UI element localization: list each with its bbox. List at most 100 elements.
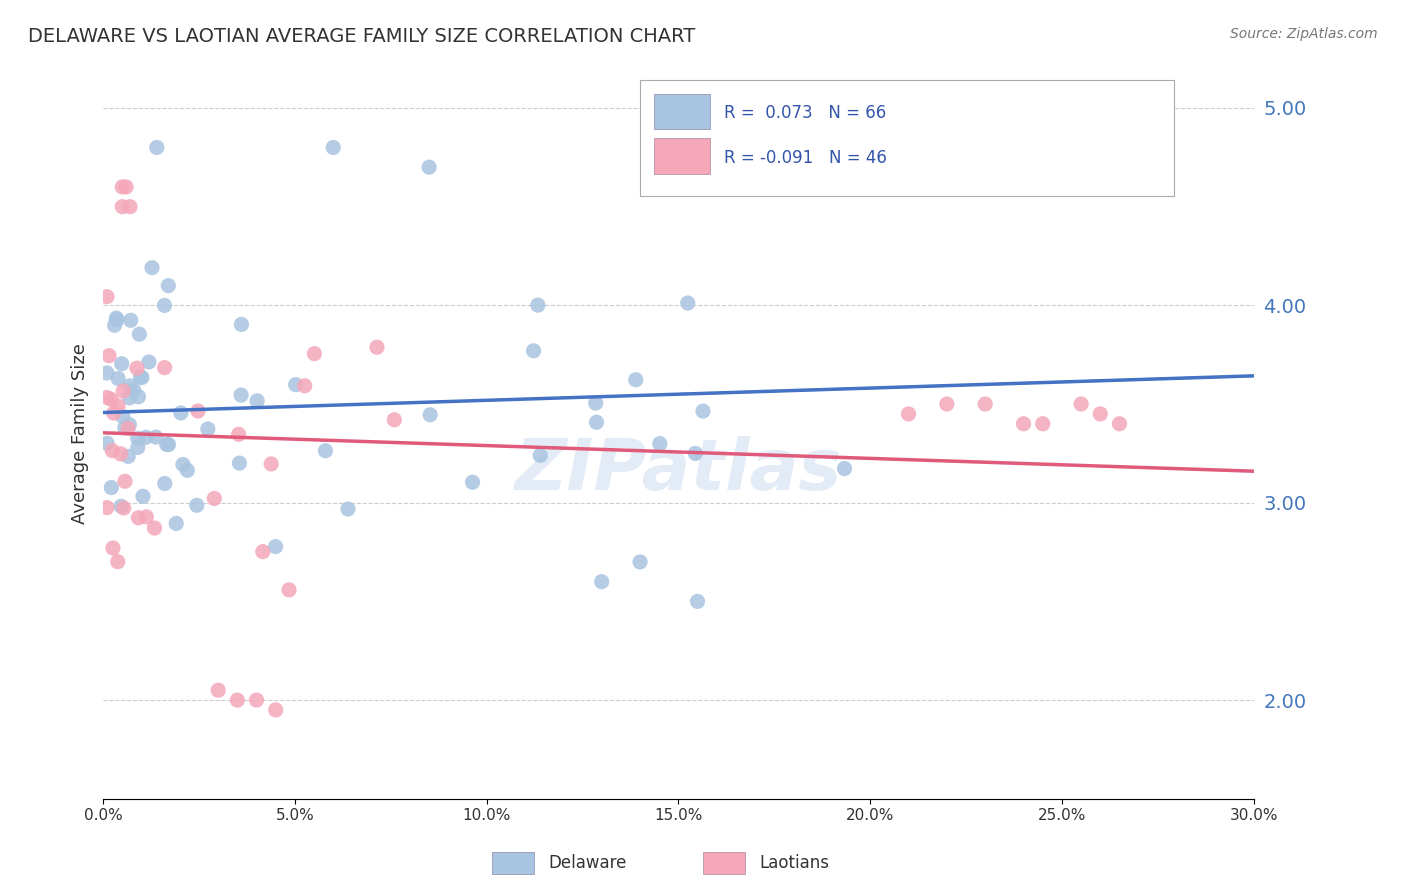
Point — [314, 443, 336, 458]
Point — [165, 516, 187, 531]
Point — [461, 475, 484, 490]
Point — [110, 447, 132, 461]
Point — [1090, 407, 1112, 421]
Point — [686, 594, 709, 608]
Point — [127, 432, 149, 446]
Point — [111, 180, 134, 194]
Point — [628, 555, 651, 569]
Point — [231, 318, 253, 332]
Point — [138, 355, 160, 369]
Point — [125, 361, 148, 376]
Point — [127, 390, 149, 404]
Point — [128, 327, 150, 342]
Point — [120, 313, 142, 327]
Point — [101, 443, 124, 458]
Point — [153, 298, 176, 312]
Point — [304, 346, 326, 360]
Point — [207, 683, 229, 698]
Point — [527, 298, 550, 312]
Point — [229, 388, 252, 402]
Point — [129, 370, 152, 384]
Point — [522, 343, 544, 358]
Point — [585, 396, 607, 410]
Point — [172, 458, 194, 472]
Point — [101, 541, 124, 555]
Point — [366, 340, 388, 354]
Point — [897, 407, 920, 421]
Point — [96, 391, 118, 405]
Point — [135, 509, 157, 524]
Point — [685, 446, 707, 460]
Point — [112, 384, 135, 398]
Point — [1070, 397, 1092, 411]
Point — [252, 544, 274, 558]
Point — [103, 406, 125, 420]
Point — [143, 521, 166, 535]
Point — [110, 500, 132, 514]
Text: DELAWARE VS LAOTIAN AVERAGE FAMILY SIZE CORRELATION CHART: DELAWARE VS LAOTIAN AVERAGE FAMILY SIZE … — [28, 27, 696, 45]
Point — [118, 417, 141, 432]
Point — [591, 574, 613, 589]
Point — [278, 582, 301, 597]
Text: ZIPatlas: ZIPatlas — [515, 435, 842, 505]
Y-axis label: Average Family Size: Average Family Size — [72, 343, 89, 524]
Point — [111, 409, 134, 424]
Point — [127, 441, 149, 455]
Point — [105, 311, 128, 326]
Point — [246, 393, 269, 408]
Point — [107, 399, 129, 413]
Point — [170, 406, 193, 420]
Point — [529, 449, 551, 463]
Point — [157, 278, 180, 293]
Point — [118, 200, 141, 214]
Point — [692, 404, 714, 418]
Point — [135, 430, 157, 444]
Point — [187, 404, 209, 418]
Point — [111, 357, 134, 371]
Text: Laotians: Laotians — [759, 854, 830, 871]
Point — [107, 555, 129, 569]
Point — [103, 318, 125, 333]
Point — [146, 140, 169, 154]
Point — [264, 703, 287, 717]
Point — [115, 180, 138, 194]
Point — [336, 502, 359, 516]
Point — [834, 461, 856, 475]
Point — [228, 456, 250, 470]
Point — [112, 501, 135, 516]
Point — [197, 422, 219, 436]
Point — [117, 450, 139, 464]
Point — [935, 397, 957, 411]
Text: Source: ZipAtlas.com: Source: ZipAtlas.com — [1230, 27, 1378, 41]
Point — [648, 436, 671, 450]
Point — [1032, 417, 1054, 431]
Point — [245, 693, 267, 707]
Point — [96, 366, 118, 380]
Point — [132, 489, 155, 503]
Point — [156, 437, 179, 451]
Point — [105, 313, 128, 327]
Point — [228, 427, 250, 442]
Point — [100, 392, 122, 407]
Point — [96, 290, 118, 304]
Point — [284, 377, 307, 392]
Point — [114, 475, 136, 489]
Point — [176, 463, 198, 477]
Point — [419, 408, 441, 422]
Point — [322, 140, 344, 154]
Point — [186, 498, 208, 512]
Point — [145, 430, 167, 444]
Point — [294, 378, 316, 392]
Point — [107, 371, 129, 385]
Point — [157, 437, 180, 451]
Point — [382, 413, 405, 427]
Point — [111, 200, 134, 214]
Point — [118, 391, 141, 405]
Point — [153, 476, 176, 491]
Point — [114, 420, 136, 434]
Point — [418, 160, 440, 174]
Text: R =  0.073   N = 66: R = 0.073 N = 66 — [724, 104, 886, 122]
Text: Delaware: Delaware — [548, 854, 627, 871]
Point — [264, 540, 287, 554]
Point — [98, 349, 121, 363]
